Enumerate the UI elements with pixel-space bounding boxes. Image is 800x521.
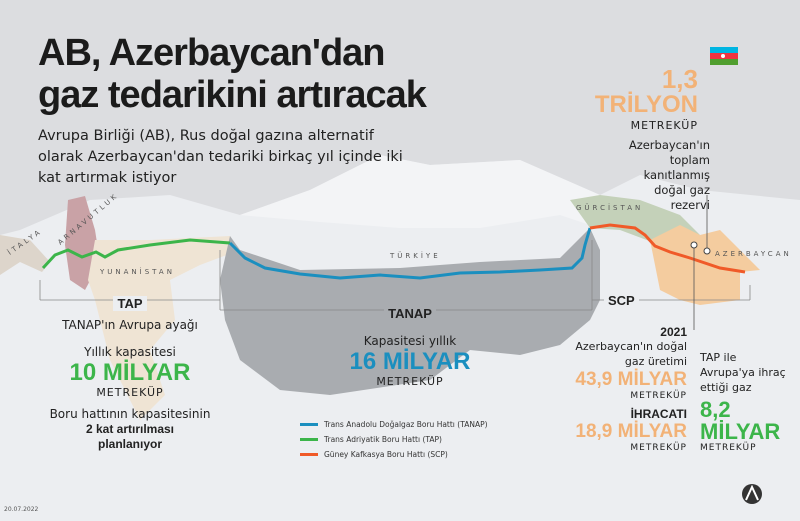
scp-info: 2021 Azerbaycan'ın doğal gaz üretimi 43,… [575,325,687,453]
tap-note1: Boru hattının kapasitesinin [49,407,211,421]
tap-unit: METREKÜP [96,386,164,399]
title-line-1: AB, Azerbaycan'dan [38,32,386,74]
aa-logo-icon [742,484,762,504]
subtitle: Avrupa Birliği (AB), Rus doğal gazına al… [38,128,403,186]
label-turkey: TÜRKİYE [390,252,441,260]
scp-prod-unit: METREKÜP [630,391,687,401]
tap-note2: 2 kat artırılması [85,422,175,436]
legend: Trans Anadolu Doğalgaz Boru Hattı (TANAP… [300,417,488,462]
country-azerbaijan [650,225,760,305]
tanap-cap-value: 16 MİLYAR [349,348,471,375]
reserve-block: 1,3 TRİLYON METREKÜP Azerbaycan'ın topla… [570,65,740,213]
tap-desc: TANAP'ın Avrupa ayağı [62,318,198,332]
tap-note3: planlanıyor [97,437,162,451]
scp-export-label: İHRACATI [630,407,687,421]
reserve-desc: Azerbaycan'ın toplam kanıtlanmış doğal g… [628,138,710,212]
label-georgia: GÜRCİSTAN [576,204,644,212]
legend-label-scp: Güney Kafkasya Boru Hattı (SCP) [324,450,448,459]
scp-export-value: 18,9 MİLYAR [575,421,687,442]
scp-export-unit: METREKÜP [630,443,687,453]
legend-item-scp: Güney Kafkasya Boru Hattı (SCP) [300,447,488,462]
country-italy [0,235,50,275]
legend-item-tanap: Trans Anadolu Doğalgaz Boru Hattı (TANAP… [300,417,488,432]
tap-export-label: TAP ile Avrupa'ya ihraç ettiği gaz [700,351,786,394]
date: 20.07.2022 [4,506,39,513]
legend-swatch-scp [300,453,318,456]
black-sea [240,155,600,228]
tap-cap-label: Yıllık kapasitesi [84,345,176,359]
tanap-name: TANAP [384,306,436,321]
tanap-pipeline [228,227,592,280]
scp-pipeline [589,223,746,274]
tap-export-value2: MİLYAR [700,419,781,444]
tap-export-unit: METREKÜP [700,443,757,453]
tanap-cap-label: Kapasitesi yıllık [363,334,457,348]
reserve-value: 1,3 [661,64,698,94]
reserve-unit2: METREKÜP [630,119,698,132]
tanap-info: TANAP Kapasitesi yıllık 16 MİLYAR METREK… [330,303,490,388]
scp-label: SCP [604,293,639,308]
tap-export-info: TAP ile Avrupa'ya ihraç ettiği gaz 8,2 M… [700,350,790,453]
scp-prod-value: 43,9 MİLYAR [575,369,687,390]
land-north [0,0,800,235]
legend-label-tanap: Trans Anadolu Doğalgaz Boru Hattı (TANAP… [324,420,488,429]
legend-item-tap: Trans Adriyatik Boru Hattı (TAP) [300,432,488,447]
tap-export-value1: 8,2 [700,397,731,422]
tap-pipeline [41,238,231,270]
tanap-unit: METREKÜP [376,375,444,388]
title-line-2: gaz tedarikini artıracak [38,74,427,116]
label-azerbaijan: AZERBAYCAN [715,250,792,258]
label-greece: YUNANİSTAN [100,268,175,276]
country-greece [88,236,240,420]
scp-prod-label: Azerbaycan'ın doğal gaz üretimi [575,340,687,368]
legend-swatch-tap [300,438,318,441]
tap-cap-value: 10 MİLYAR [69,359,191,386]
export-pointer-dot [690,241,698,249]
page-title: AB, Azerbaycan'dan gaz tedarikini artırac… [38,32,427,116]
legend-label-tap: Trans Adriyatik Boru Hattı (TAP) [324,435,442,444]
reserve-unit: TRİLYON [594,91,698,118]
tap-name: TAP [113,296,147,311]
azerbaijan-flag [710,47,738,65]
tap-info: TAP TANAP'ın Avrupa ayağı Yıllık kapasit… [40,293,220,452]
scp-year: 2021 [660,325,687,339]
legend-swatch-tanap [300,423,318,426]
reserve-pointer-dot [703,247,711,255]
